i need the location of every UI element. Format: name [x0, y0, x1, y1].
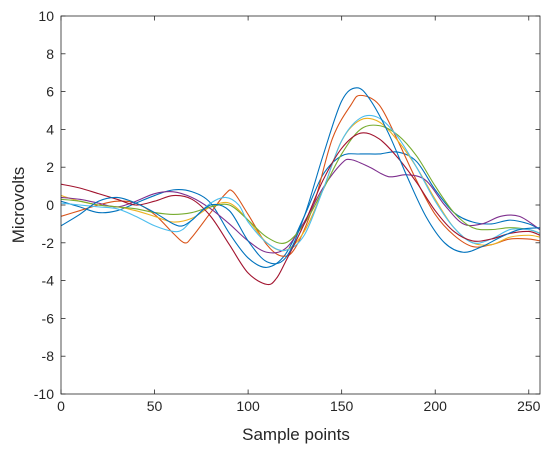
y-tick-label: 2 — [46, 159, 54, 175]
series-line-4 — [61, 158, 540, 254]
y-tick-label: -2 — [42, 235, 55, 251]
series-line-7 — [61, 132, 540, 286]
x-tick-label: 200 — [424, 398, 448, 414]
x-tick-label: 250 — [517, 398, 541, 414]
y-tick-labels: -10 -8 -6 -4 -2 0 2 4 6 8 10 — [34, 8, 54, 402]
series-line-6 — [61, 114, 540, 252]
y-tick-label: -8 — [42, 348, 55, 364]
x-tick-label: 150 — [330, 398, 354, 414]
series-group — [61, 87, 540, 286]
y-tick-label: 6 — [46, 84, 54, 100]
y-tick-label: -6 — [42, 310, 55, 326]
x-axis-label: Sample points — [242, 425, 350, 444]
y-tick-label: 0 — [46, 197, 54, 213]
x-tick-label: 0 — [57, 398, 65, 414]
frame-group — [60, 15, 541, 395]
x-tick-label: 100 — [236, 398, 260, 414]
y-tick-label: -10 — [34, 386, 54, 402]
y-tick-label: 8 — [46, 46, 54, 62]
y-axis-label: Microvolts — [9, 167, 28, 244]
y-tick-label: -4 — [42, 273, 55, 289]
series-line-8 — [61, 87, 540, 265]
x-tick-labels: 0 50 100 150 200 250 — [57, 398, 541, 414]
y-tick-label: 10 — [38, 8, 54, 24]
y-tick-label: 4 — [46, 121, 54, 137]
x-tick-label: 50 — [147, 398, 163, 414]
